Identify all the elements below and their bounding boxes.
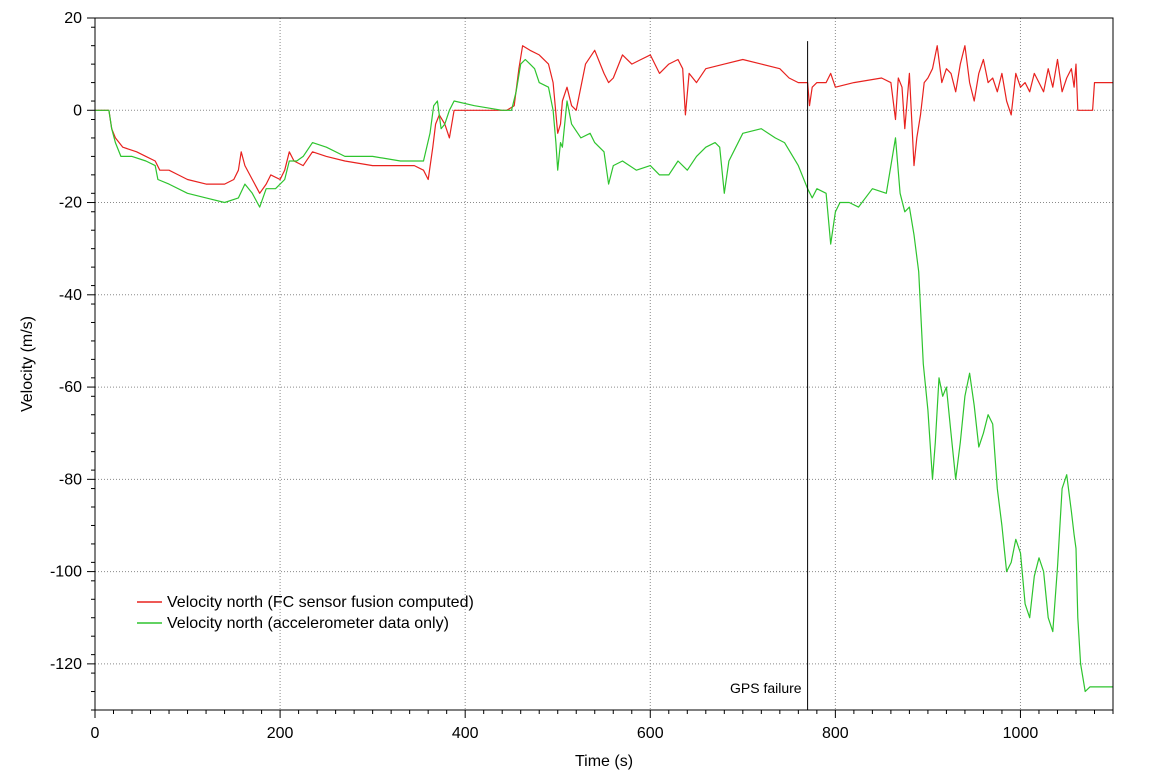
x-tick-label: 400	[452, 725, 479, 742]
y-tick-label: -80	[59, 471, 82, 488]
y-tick-label: -20	[59, 195, 82, 212]
plot-area-frame	[94, 17, 1114, 711]
grid	[95, 18, 1113, 710]
y-tick-label: -120	[50, 656, 82, 673]
y-tick-label: -40	[59, 287, 82, 304]
x-tick-label: 0	[91, 725, 100, 742]
series-line-accelerometer	[95, 58, 1113, 693]
minor-ticks	[91, 26, 1114, 714]
x-tick-label: 600	[637, 725, 664, 742]
axis-ticks	[87, 17, 1021, 718]
series-lines	[95, 45, 1113, 693]
legend-label: Velocity north (accelerometer data only)	[167, 615, 449, 632]
legend-label: Velocity north (FC sensor fusion compute…	[167, 594, 474, 611]
y-axis-title: Velocity (m/s)	[19, 316, 36, 412]
x-tick-label: 1000	[1003, 725, 1039, 742]
x-axis-title: Time (s)	[575, 753, 633, 770]
x-tick-label: 200	[267, 725, 294, 742]
gps-failure-label: GPS failure	[730, 680, 802, 696]
y-tick-label: 20	[64, 10, 82, 27]
series-line-fc-sensor-fusion	[95, 45, 1113, 194]
y-tick-label: -100	[50, 564, 82, 581]
y-tick-label: -60	[59, 379, 82, 396]
y-tick-label: 0	[73, 102, 82, 119]
x-tick-label: 800	[822, 725, 849, 742]
legend: Velocity north (FC sensor fusion compute…	[137, 594, 474, 632]
